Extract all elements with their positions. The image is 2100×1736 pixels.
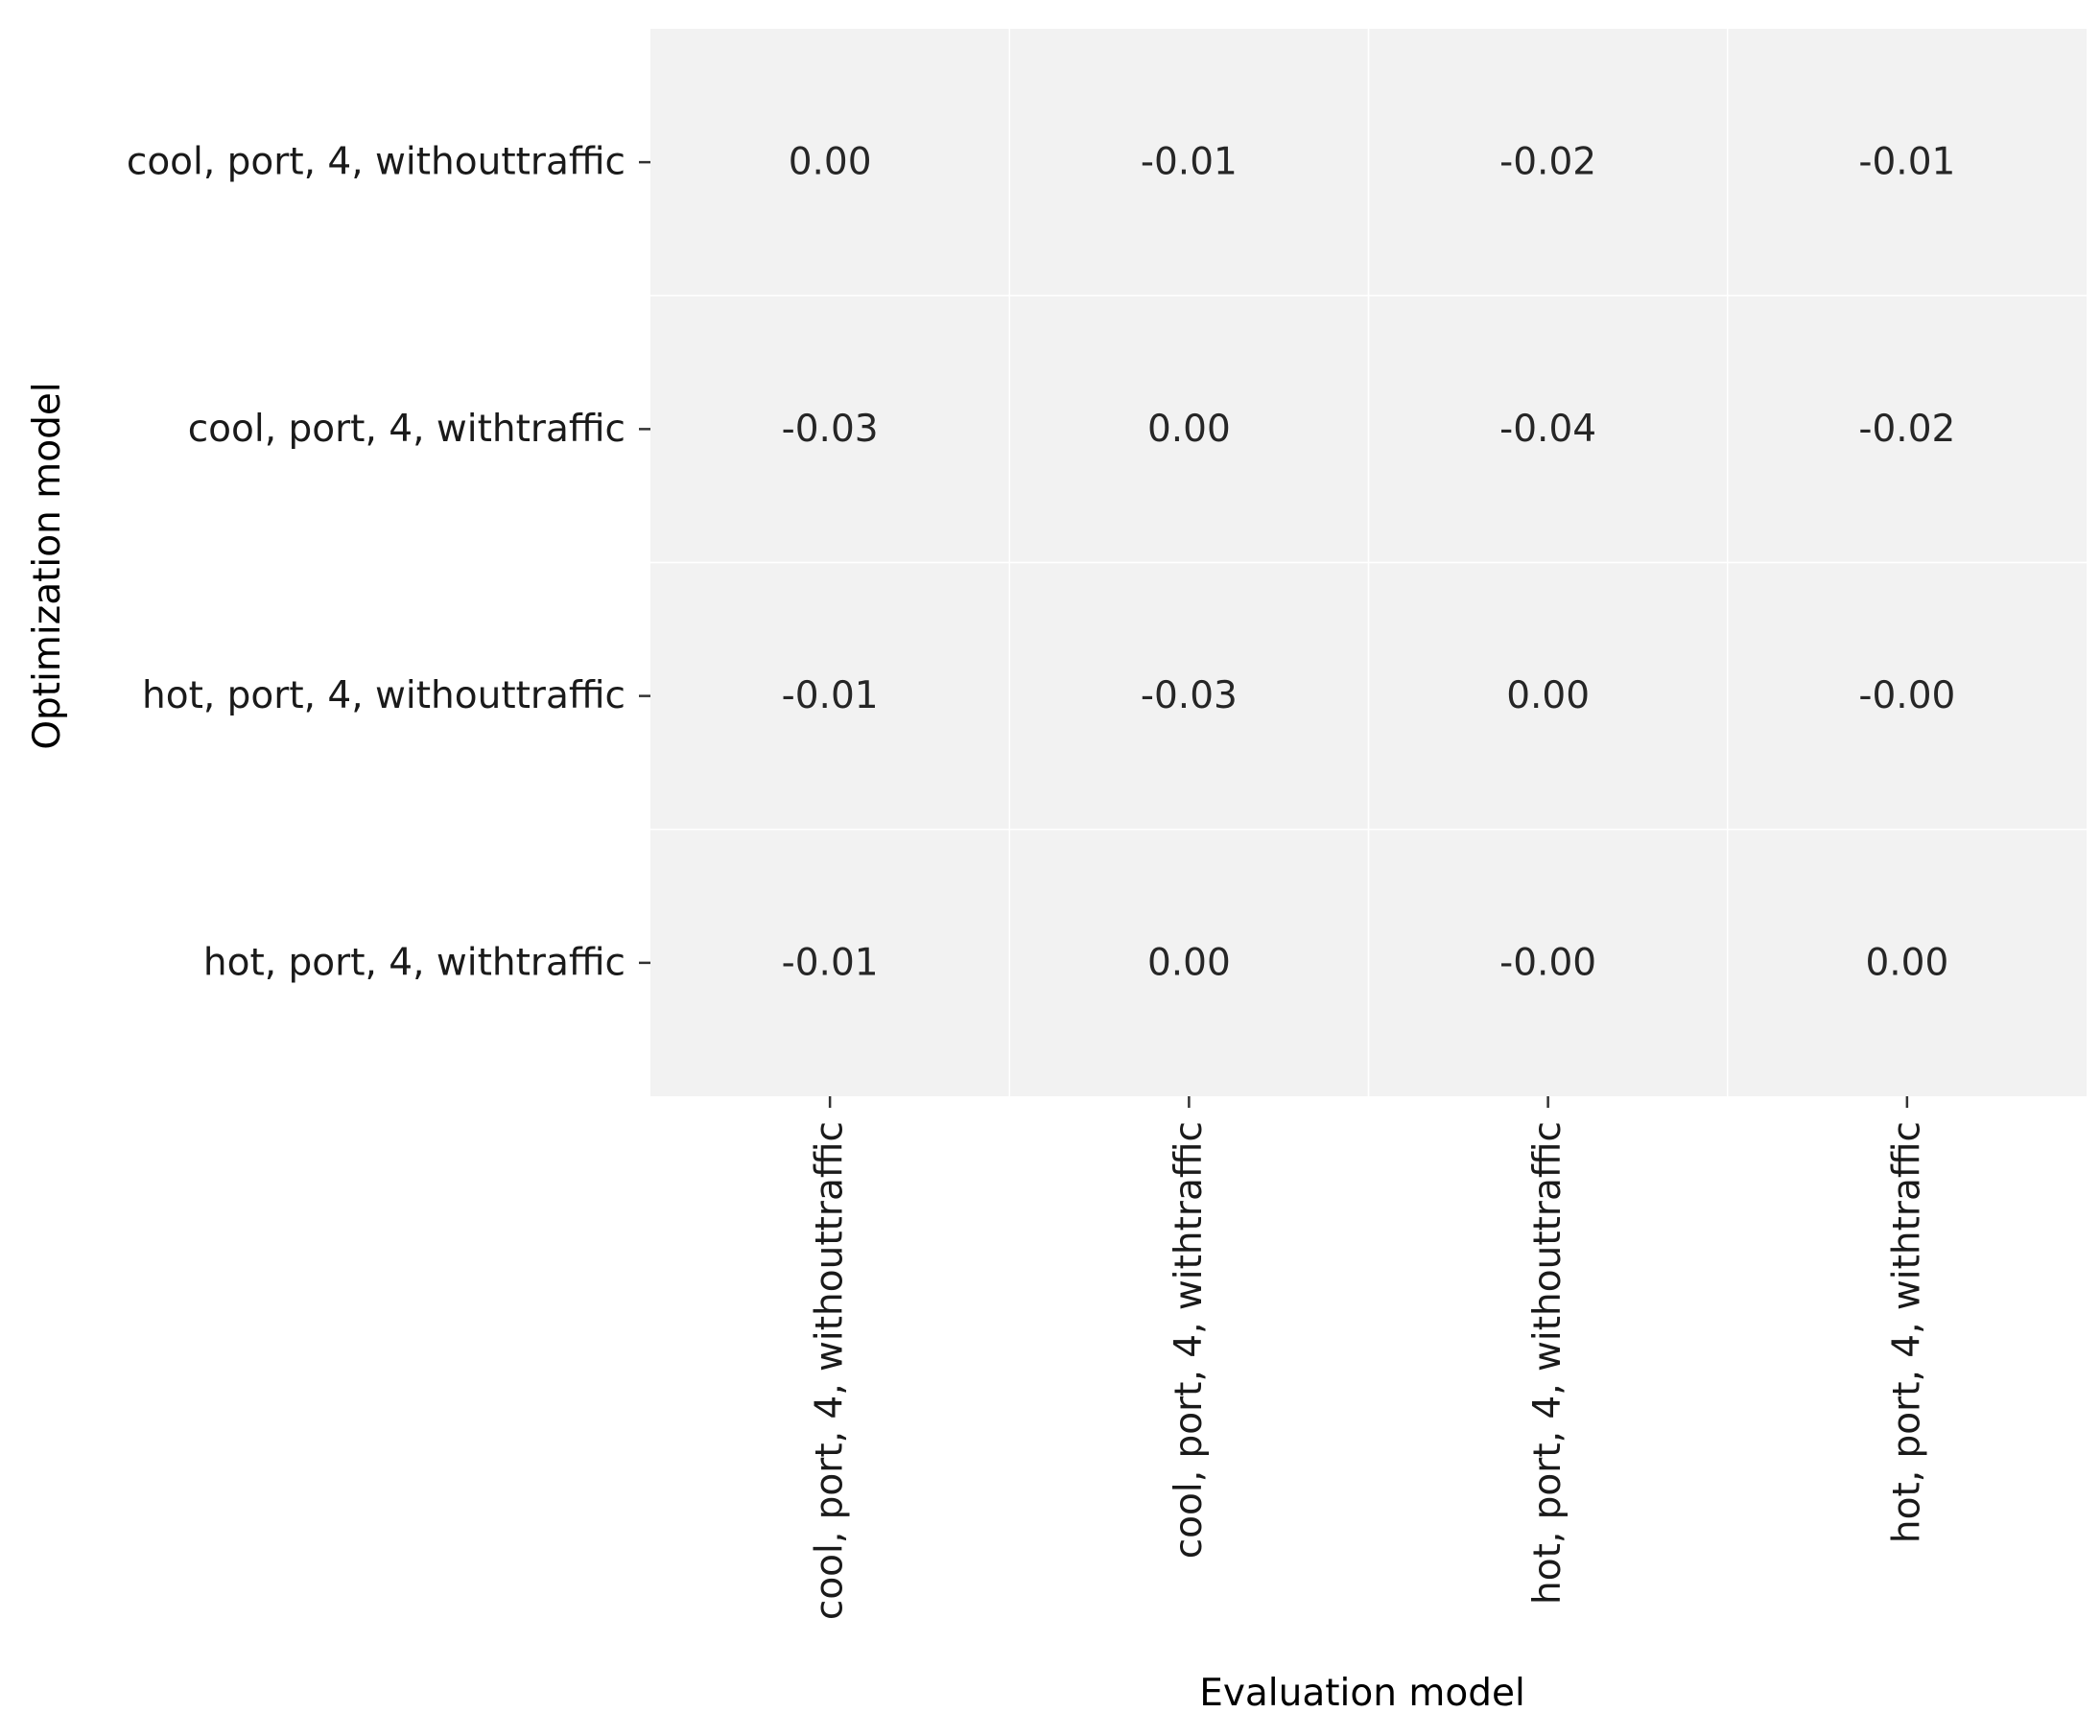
cell-value-r1-c0: -0.03 [782,408,879,451]
cell-value-r1-c3: -0.02 [1858,408,1955,451]
heatmap-cell-r2-c0 [650,562,1010,830]
cell-value-r3-c3: 0.00 [1865,941,1948,984]
cell-value-r1-c1: 0.00 [1147,408,1231,451]
heatmap-cell-r2-c1 [1009,562,1369,830]
heatmap-cell-r1-c2 [1368,295,1728,563]
x-axis-label: Evaluation model [1199,1672,1525,1715]
heatmap-cell-r2-c3 [1727,562,2087,830]
heatmap-cell-r0-c0 [650,29,1010,296]
cell-value-r0-c3: -0.01 [1858,141,1955,184]
heatmap-cell-r0-c3 [1727,29,2087,296]
heatmap-cell-r1-c1 [1009,295,1369,563]
cell-value-r3-c2: -0.00 [1499,941,1596,984]
cell-value-r2-c0: -0.01 [782,674,879,717]
heatmap-cells: 0.00 -0.01 -0.02 -0.01 -0.03 0.00 -0.04 -0.02 -0… [650,29,2087,1096]
cell-value-r2-c3: -0.00 [1858,674,1955,717]
cell-value-r2-c1: -0.03 [1141,674,1238,717]
tick-labels: cool, port, 4, withouttraffic cool, port,… [127,141,1929,1621]
heatmap-gridlines [650,29,2087,1096]
x-tick-label-hot-port-4-withouttraffic: hot, port, 4, withouttraffic [1526,1121,1569,1605]
x-tick-label-cool-port-4-withtraffic: cool, port, 4, withtraffic [1168,1121,1211,1559]
heatmap-cell-r3-c0 [650,829,1010,1096]
heatmap-cell-r2-c2 [1368,562,1728,830]
heatmap-cell-r0-c1 [1009,29,1369,296]
cell-value-r2-c2: 0.00 [1506,674,1590,717]
x-tick-label-hot-port-4-withtraffic: hot, port, 4, withtraffic [1885,1121,1928,1543]
y-tick-label-hot-port-4-withouttraffic: hot, port, 4, withouttraffic [142,674,625,717]
heatmap-cell-r3-c3 [1727,829,2087,1096]
y-tick-label-cool-port-4-withtraffic: cool, port, 4, withtraffic [188,408,625,451]
cell-value-r0-c0: 0.00 [789,141,872,184]
heatmap-cell-r3-c1 [1009,829,1369,1096]
cell-value-r3-c1: 0.00 [1147,941,1231,984]
x-tick-label-cool-port-4-withouttraffic: cool, port, 4, withouttraffic [809,1121,852,1620]
cell-value-r1-c2: -0.04 [1499,408,1596,451]
y-tick-label-cool-port-4-withouttraffic: cool, port, 4, withouttraffic [127,141,625,184]
heatmap-cell-r0-c2 [1368,29,1728,296]
cell-value-r3-c0: -0.01 [782,941,879,984]
cell-value-r0-c2: -0.02 [1499,141,1596,184]
cell-value-r0-c1: -0.01 [1141,141,1238,184]
heatmap-cell-r3-c2 [1368,829,1728,1096]
heatmap-cell-r1-c0 [650,295,1010,563]
heatmap-cell-r1-c3 [1727,295,2087,563]
y-axis-label: Optimization model [26,382,69,749]
axis-ticks [639,160,1909,1108]
y-tick-label-hot-port-4-withtraffic: hot, port, 4, withtraffic [203,941,625,984]
